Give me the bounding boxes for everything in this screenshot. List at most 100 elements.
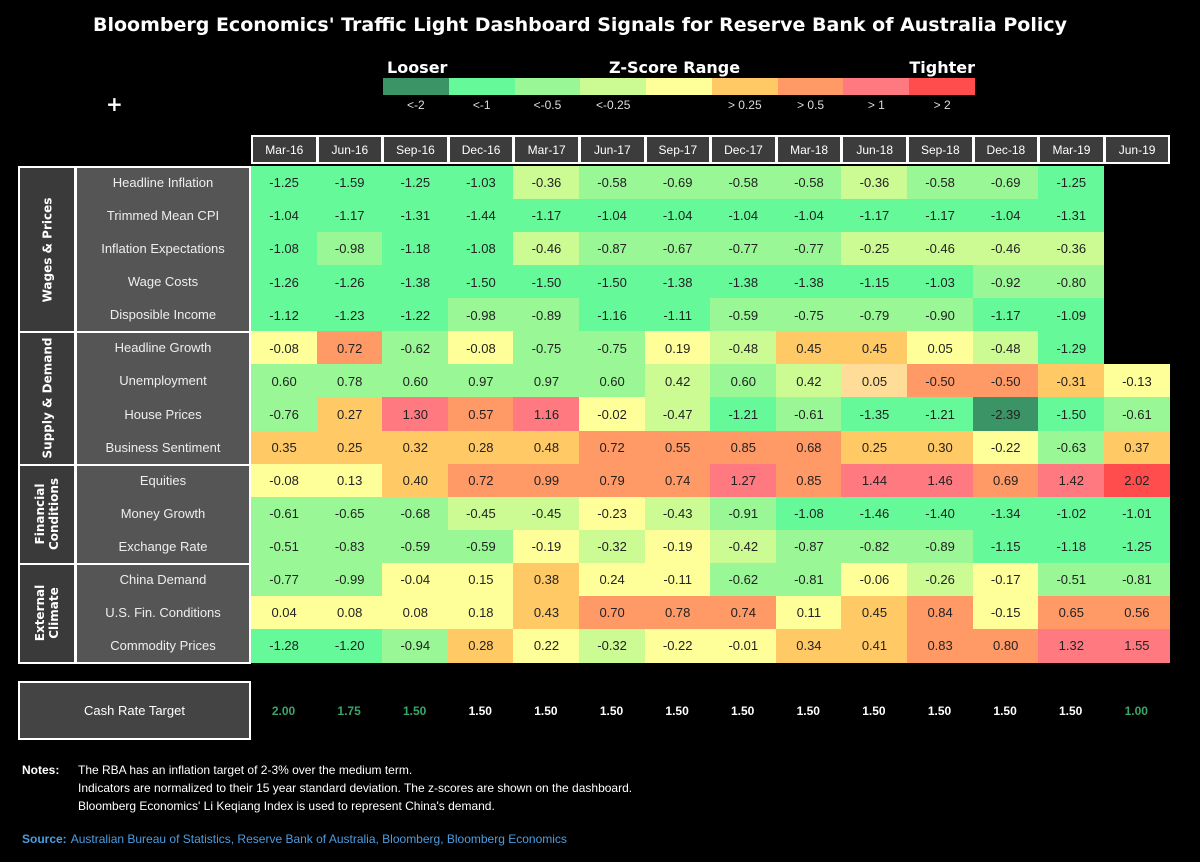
heatmap-cell: -1.18 — [382, 232, 449, 266]
heatmap-cell: 0.72 — [447, 463, 514, 498]
heatmap-cell: -0.61 — [1103, 397, 1170, 432]
heatmap-cell: -0.08 — [251, 463, 318, 498]
heatmap-cell: -1.15 — [972, 529, 1039, 564]
heatmap-cell: -1.16 — [579, 298, 646, 332]
row-label: China Demand — [75, 562, 251, 596]
heatmap-cell: 0.85 — [775, 463, 842, 498]
column-header: Dec-17 — [710, 135, 777, 164]
heatmap-cell: 0.83 — [907, 628, 974, 663]
heatmap-cell: -1.17 — [316, 199, 383, 233]
heatmap-cell: 1.46 — [907, 463, 974, 498]
heatmap-cell: -1.08 — [251, 232, 318, 266]
column-header: Mar-19 — [1038, 135, 1105, 164]
heatmap-cell: -0.19 — [644, 529, 711, 564]
row-label: Headline Inflation — [75, 166, 251, 200]
heatmap-cell: 0.28 — [447, 430, 514, 465]
row-label: Headline Growth — [75, 331, 251, 365]
heatmap-cell: -0.58 — [579, 166, 646, 200]
heatmap-cell: -0.80 — [1038, 265, 1105, 299]
cash-rate-value: 1.50 — [403, 704, 427, 718]
heatmap-cell: -0.69 — [644, 166, 711, 200]
heatmap-cell: -1.17 — [841, 199, 908, 233]
heatmap-cell: 0.45 — [775, 331, 842, 365]
heatmap-cell: -0.32 — [579, 628, 646, 663]
column-header: Sep-17 — [644, 135, 712, 164]
heatmap-cell: -1.50 — [513, 265, 580, 299]
cash-rate-value: 1.75 — [337, 704, 361, 718]
heatmap-cell: -0.48 — [710, 331, 777, 365]
heatmap-cell: -1.04 — [644, 199, 711, 233]
heatmap-cell: -0.77 — [251, 562, 318, 597]
column-header: Dec-18 — [972, 135, 1040, 164]
heatmap-cell: -0.82 — [841, 529, 908, 564]
plus-icon: + — [106, 92, 123, 116]
group-label: External Climate — [18, 562, 76, 665]
heatmap-cell: -0.46 — [907, 232, 974, 266]
heatmap-cell: -0.50 — [907, 364, 974, 399]
heatmap-cell: 1.42 — [1038, 463, 1105, 498]
heatmap-cell: -0.43 — [644, 496, 711, 531]
heatmap-cell: 0.70 — [579, 595, 646, 630]
heatmap-cell: -0.46 — [513, 232, 580, 266]
legend-swatch-o05 — [777, 78, 844, 95]
legend-looser-label: Looser — [387, 58, 448, 77]
heatmap-cell: 0.05 — [841, 364, 908, 399]
column-header: Dec-16 — [447, 135, 515, 164]
heatmap-cell: -0.32 — [579, 529, 646, 564]
legend-bin-label: > 0.5 — [797, 98, 825, 112]
legend-swatch-g025 — [580, 78, 647, 95]
heatmap-cell: -0.06 — [841, 562, 908, 597]
heatmap-cell: -0.89 — [513, 298, 580, 332]
heatmap-cell: 0.38 — [513, 562, 580, 597]
heatmap-cell: -1.26 — [251, 265, 318, 299]
heatmap-cell: -0.23 — [579, 496, 646, 531]
cash-rate-value: 1.00 — [1124, 704, 1148, 718]
heatmap-cell: -0.45 — [513, 496, 580, 531]
heatmap-cell: 0.45 — [841, 331, 908, 365]
heatmap-cell: -0.59 — [447, 529, 514, 564]
heatmap-cell: -0.59 — [382, 529, 449, 564]
heatmap-cell: -0.61 — [775, 397, 842, 432]
legend-swatch-r2 — [909, 78, 976, 95]
heatmap-cell: 0.65 — [1038, 595, 1105, 630]
heatmap-cell: -0.51 — [251, 529, 318, 564]
heatmap-cell: 0.13 — [316, 463, 383, 498]
heatmap-cell: -0.48 — [972, 331, 1039, 365]
column-header: Mar-17 — [513, 135, 580, 164]
heatmap-cell: 0.60 — [251, 364, 318, 399]
heatmap-cell: -0.67 — [644, 232, 711, 266]
heatmap-cell: 0.79 — [579, 463, 646, 498]
heatmap-cell: -0.36 — [513, 166, 580, 200]
heatmap-cell: -1.25 — [1038, 166, 1105, 200]
heatmap-cell: 0.68 — [775, 430, 842, 465]
heatmap-cell: -0.62 — [710, 562, 777, 597]
cash-rate-value: 1.50 — [927, 704, 952, 718]
heatmap-cell: -0.68 — [382, 496, 449, 531]
heatmap-cell: -0.59 — [710, 298, 777, 332]
note-line: Indicators are normalized to their 15 ye… — [78, 781, 633, 795]
heatmap-cell: -1.38 — [644, 265, 711, 299]
heatmap-cell: -0.25 — [841, 232, 908, 266]
cash-rate-value: 1.50 — [468, 704, 492, 718]
row-label: Unemployment — [75, 364, 251, 398]
heatmap-cell: -0.01 — [710, 628, 777, 663]
notes-label: Notes: — [22, 763, 60, 777]
heatmap-cell: -0.22 — [972, 430, 1039, 465]
row-label: Commodity Prices — [75, 628, 251, 663]
heatmap-cell: -1.04 — [972, 199, 1039, 233]
heatmap-cell: -0.31 — [1038, 364, 1105, 399]
heatmap-cell: -0.94 — [382, 628, 449, 663]
heatmap-cell: 1.30 — [382, 397, 449, 432]
chart-title: Bloomberg Economics' Traffic Light Dashb… — [92, 14, 1068, 36]
heatmap-cell: 0.72 — [579, 430, 646, 465]
heatmap-cell: -0.58 — [775, 166, 842, 200]
cash-rate-value: 1.50 — [599, 704, 624, 718]
group-label: Financial Conditions — [18, 463, 76, 565]
column-header: Jun-17 — [579, 135, 646, 164]
heatmap-cell: 0.19 — [644, 331, 711, 365]
heatmap-cell: -1.35 — [841, 397, 908, 432]
heatmap-cell: -0.22 — [644, 628, 711, 663]
heatmap-cell: 0.25 — [841, 430, 908, 465]
heatmap-cell: -0.45 — [447, 496, 514, 531]
heatmap-cell: -1.25 — [251, 166, 318, 200]
